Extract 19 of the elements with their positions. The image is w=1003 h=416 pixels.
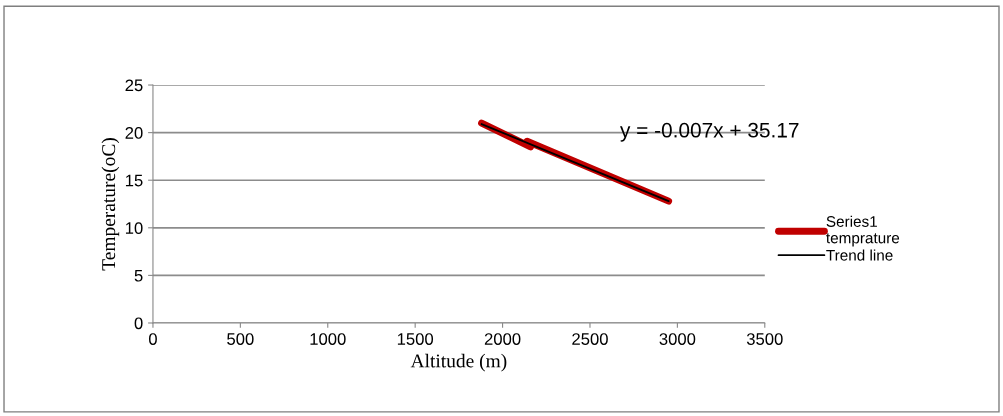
y-tick-label: 5 xyxy=(134,269,143,282)
y-tick-label: 0 xyxy=(134,317,143,330)
x-tick-label: 0 xyxy=(148,333,157,345)
x-tick-label: 2000 xyxy=(484,333,521,345)
y-tick-label: 10 xyxy=(125,222,143,234)
y-tick-label: 25 xyxy=(125,79,143,92)
y-tick-label: 20 xyxy=(125,127,143,139)
x-axis-title: Altitude (m) xyxy=(410,353,507,372)
y-axis-title: Temperature(oC) xyxy=(101,138,120,271)
x-tick-label: 500 xyxy=(227,333,254,345)
annotation: y = -0.007x + 35.17 xyxy=(620,122,799,142)
legend-label: Trend line xyxy=(826,249,893,261)
x-tick-label: 1500 xyxy=(397,333,434,345)
x-tick-label: 3000 xyxy=(659,333,696,345)
x-tick-label: 1000 xyxy=(310,333,346,345)
y-tick-label: 15 xyxy=(125,174,143,187)
x-tick-label: 2500 xyxy=(572,333,608,345)
legend-label: Series1 temprature xyxy=(826,215,900,247)
x-tick-label: 3500 xyxy=(746,333,783,345)
